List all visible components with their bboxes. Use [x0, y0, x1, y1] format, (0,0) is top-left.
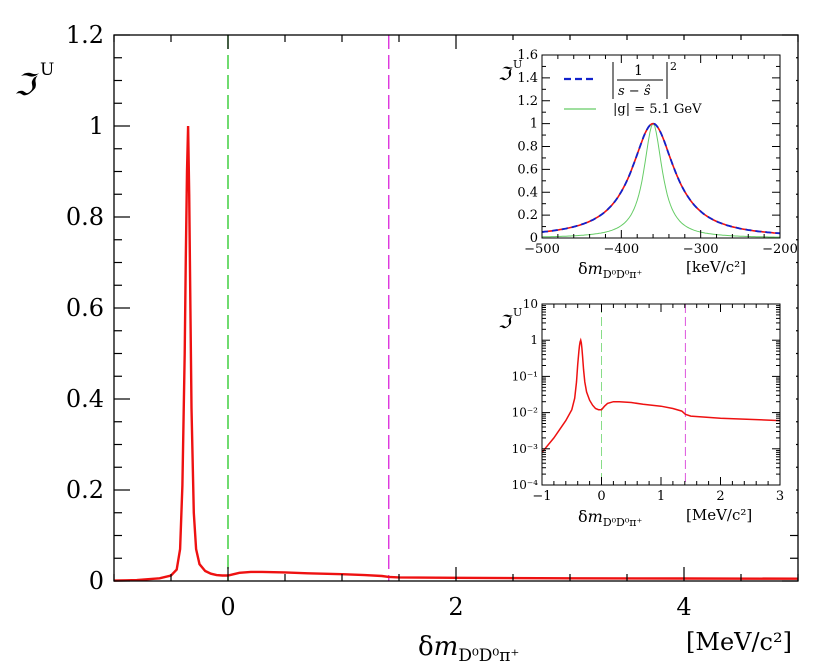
inset-bottom-x-tick-label: −1 [532, 489, 551, 504]
inset-top-green-curve [541, 122, 780, 238]
inset-top-x-tick-label: −200 [762, 242, 798, 257]
legend-label-g: |g| = 5.1 GeV [613, 102, 702, 117]
inset-top: −500 −400 −300 −200 0 0.2 0.4 0.6 0.8 1 1.2 1.4 1.6… [496, 40, 798, 312]
inset-top-y-axis-label-sup: U [513, 58, 522, 71]
inset-top-blue-curve [541, 122, 781, 235]
legend-exp: 2 [670, 60, 677, 73]
inset-bottom-y-tick-labels: 10⁻⁴ 10⁻³ 10⁻² 10⁻¹ 1 10 [512, 297, 539, 492]
inset-bottom-x-tick-label: 2 [716, 489, 724, 504]
inset-top-y-tick-label: 1.6 [517, 48, 538, 63]
main-y-tick-label: 1.2 [66, 21, 104, 49]
inset-bottom-y-tick-label: 10 [523, 297, 538, 311]
main-x-tick-labels: 0 2 4 [220, 593, 691, 621]
inset-bottom-y-tick-label: 10⁻² [512, 406, 539, 420]
inset-top-x-tick-label: −300 [683, 242, 719, 257]
inset-bottom-x-tick-label: 3 [776, 489, 784, 504]
inset-bottom-y-axis-label-sup: U [513, 306, 522, 319]
inset-bottom-y-tick-label: 10⁻⁴ [512, 478, 539, 492]
main-x-tick-label: 0 [220, 593, 235, 621]
inset-top-y-tick-label: 0.2 [517, 208, 538, 223]
inset-top-y-tick-label: 0 [530, 231, 538, 246]
inset-top-x-tick-label: −400 [603, 242, 639, 257]
inset-top-y-tick-labels: 0 0.2 0.4 0.6 0.8 1 1.2 1.4 1.6 [517, 48, 538, 246]
inset-top-y-tick-label: 1 [530, 117, 538, 132]
main-y-tick-label: 0.4 [66, 385, 104, 413]
inset-bottom-x-tick-labels: −1 0 1 2 3 [532, 489, 784, 504]
inset-top-y-tick-label: 1.2 [517, 94, 538, 109]
inset-top-y-tick-label: 0.4 [517, 185, 538, 200]
inset-top-y-tick-label: 0.6 [517, 162, 538, 177]
inset-bottom-y-axis-label: ℑ [498, 312, 514, 333]
inset-bottom-y-tick-label: 10⁻¹ [512, 369, 538, 383]
inset-top-y-tick-label: 0.8 [517, 140, 538, 155]
inset-bottom-x-unit: [MeV/c²] [686, 506, 752, 524]
inset-top-x-tick-label: −500 [524, 242, 560, 257]
inset-bottom-x-tick-label: 1 [657, 489, 665, 504]
inset-bottom-ticks [541, 303, 781, 486]
main-x-tick-label: 4 [676, 593, 691, 621]
main-y-axis-label-sup: U [40, 60, 54, 80]
main-y-tick-labels: 0 0.2 0.4 0.6 0.8 1 1.2 [66, 21, 104, 595]
inset-bottom-y-tick-label: 10⁻³ [512, 442, 539, 456]
main-frame [113, 34, 799, 582]
main-y-tick-label: 0.6 [66, 294, 104, 322]
inset-bottom-curve [541, 337, 781, 453]
main-y-tick-label: 0 [89, 567, 104, 595]
inset-top-ticks [541, 54, 781, 239]
inset-top-y-tick-label: 1.4 [517, 71, 538, 86]
inset-top-legend: 1 s − ŝ 2 |g| = 5.1 GeV [564, 60, 702, 117]
main-curve [113, 125, 799, 582]
legend-frac-den: s − ŝ [618, 84, 651, 99]
inset-bottom-y-tick-label: 1 [530, 333, 538, 347]
inset-top-x-unit: [keV/c²] [686, 258, 746, 276]
inset-bottom-x-tick-label: 0 [597, 489, 605, 504]
inset-top-frame [541, 54, 781, 239]
main-y-tick-label: 0.2 [66, 476, 104, 504]
legend-frac-num: 1 [634, 63, 643, 79]
inset-top-x-tick-labels: −500 −400 −300 −200 [524, 242, 798, 257]
main-y-tick-label: 1 [89, 112, 104, 140]
main-y-tick-label: 0.8 [66, 203, 104, 231]
inset-bottom-frame [541, 303, 781, 486]
inset-top-y-axis-label: ℑ [498, 64, 514, 85]
main-x-unit: [MeV/c²] [686, 628, 792, 656]
main-x-tick-label: 2 [448, 593, 463, 621]
